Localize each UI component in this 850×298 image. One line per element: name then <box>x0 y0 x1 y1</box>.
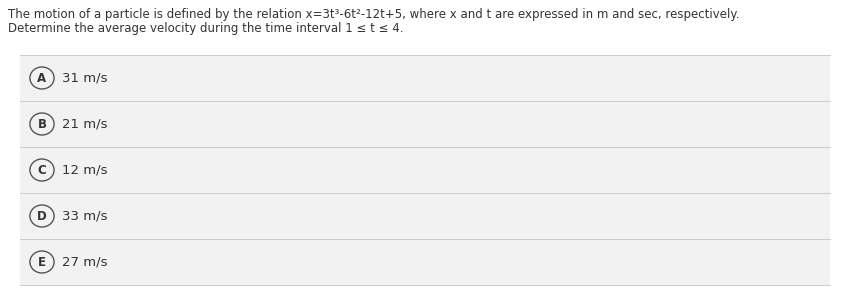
Ellipse shape <box>30 67 54 89</box>
Ellipse shape <box>30 205 54 227</box>
Text: B: B <box>37 117 47 131</box>
Text: 31 m/s: 31 m/s <box>62 72 107 85</box>
Bar <box>20 55 830 101</box>
Ellipse shape <box>30 251 54 273</box>
Text: 12 m/s: 12 m/s <box>62 164 107 176</box>
Bar <box>20 193 830 239</box>
Text: 27 m/s: 27 m/s <box>62 255 107 268</box>
Text: Determine the average velocity during the time interval 1 ≤ t ≤ 4.: Determine the average velocity during th… <box>8 22 404 35</box>
Bar <box>20 239 830 285</box>
Text: 33 m/s: 33 m/s <box>62 209 107 223</box>
Text: E: E <box>38 255 46 268</box>
Ellipse shape <box>30 113 54 135</box>
Ellipse shape <box>30 159 54 181</box>
Text: C: C <box>37 164 47 176</box>
Text: A: A <box>37 72 47 85</box>
Bar <box>20 101 830 147</box>
Text: D: D <box>37 209 47 223</box>
Text: The motion of a particle is defined by the relation x=3t³-6t²-12t+5, where x and: The motion of a particle is defined by t… <box>8 8 740 21</box>
Bar <box>20 147 830 193</box>
Text: 21 m/s: 21 m/s <box>62 117 107 131</box>
